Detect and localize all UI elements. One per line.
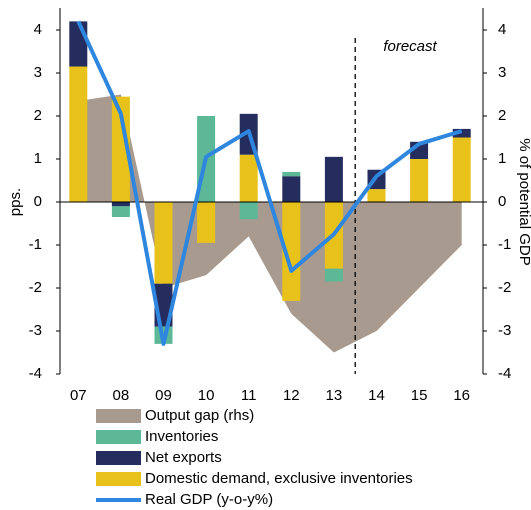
y2-axis-label: % of potential GDP [516,138,531,266]
bar [324,156,343,202]
x-tick-label: 07 [70,387,87,404]
y2-tick-label: 4 [498,21,506,38]
y2-tick-label: 2 [498,107,506,124]
y-tick-label: -2 [29,279,42,296]
bar [282,202,301,301]
legend-label: Domestic demand, exclusive inventories [145,470,413,487]
y2-tick-label: -4 [498,365,511,382]
y2-tick-label: 1 [498,150,506,167]
y-tick-label: 4 [34,21,42,38]
bar [282,176,301,202]
x-tick-label: 13 [326,387,343,404]
x-tick-label: 15 [411,387,428,404]
annotation: forecast [383,38,437,55]
x-tick-label: 16 [453,387,470,404]
bar [111,202,130,207]
legend-label: Inventories [145,428,218,445]
x-tick-label: 08 [113,387,130,404]
y2-tick-label: 3 [498,64,506,81]
legend-swatch [96,430,141,444]
bar [282,171,301,177]
bar [452,137,471,202]
y2-tick-label: -1 [498,236,511,253]
bar [111,206,130,218]
bar [154,202,173,284]
y-tick-label: -4 [29,365,42,382]
y-tick-label: 3 [34,64,42,81]
bar [452,128,471,138]
bar [324,268,343,282]
y2-tick-label: 0 [498,193,506,210]
x-tick-label: 10 [198,387,215,404]
bar [410,159,429,202]
y-tick-label: 1 [34,150,42,167]
y-tick-label: -1 [29,236,42,253]
y2-tick-label: -2 [498,279,511,296]
y-tick-label: 0 [34,193,42,210]
y-tick-label: 2 [34,107,42,124]
bar [239,154,258,202]
legend-label: Output gap (rhs) [145,407,254,424]
x-tick-label: 11 [241,387,257,404]
line [76,20,463,346]
legend-label: Net exports [145,449,222,466]
area [78,94,462,353]
bar [69,21,88,67]
x-tick-label: 12 [283,387,300,404]
y2-tick-label: -3 [498,322,511,339]
x-tick-label: 14 [368,387,385,404]
x-tick-label: 09 [155,387,172,404]
legend-label: Real GDP (y-o-y%) [145,491,273,508]
legend-swatch [96,451,141,465]
y-axis-label: pps. [7,188,24,216]
bar [69,66,88,202]
bar [197,202,216,243]
legend-swatch [96,409,141,423]
y-tick-label: -3 [29,322,42,339]
bar [367,189,386,202]
legend-swatch [96,472,141,486]
bar [111,96,130,202]
bar [239,202,258,220]
